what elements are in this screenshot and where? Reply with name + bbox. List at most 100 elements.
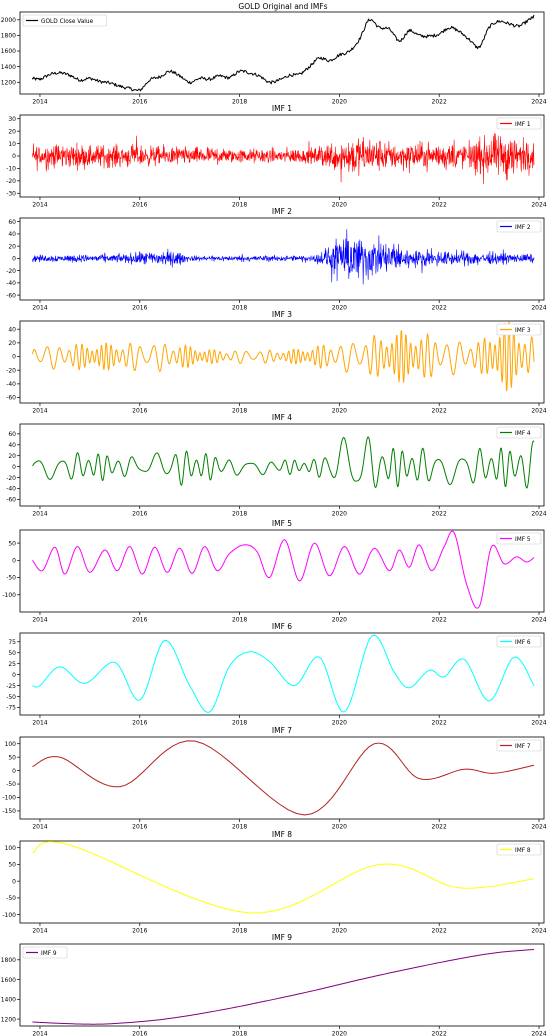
legend: IMF 3 <box>496 323 542 336</box>
chart-panel-0: 1200 1400 1600 1800 2000 2014 2016 2018 2020 2022… <box>1 11 547 106</box>
chart-panel-8: IMF 8 -100 -50 0 50 100 2014 2016 2018 2020 2022 20… <box>2 830 546 935</box>
series-line <box>32 436 535 489</box>
plot-frame <box>19 529 545 613</box>
x-tick-label: 2022 <box>432 720 447 727</box>
x-tick-label: 2018 <box>232 1031 247 1036</box>
x-tick-label: 2016 <box>132 617 147 624</box>
y-tick-label: 60 <box>8 431 16 438</box>
legend-label: IMF 5 <box>515 537 531 543</box>
y-tick-label: 40 <box>8 442 16 449</box>
legend-box <box>496 323 542 336</box>
x-tick-label: 2014 <box>32 1031 47 1036</box>
x-tick-label: 2016 <box>132 202 147 209</box>
x-tick-label: 2016 <box>132 824 147 831</box>
y-tick-label: 0 <box>12 878 16 885</box>
plot-frame <box>19 423 545 507</box>
legend-box <box>496 532 542 545</box>
x-tick-label: 2020 <box>332 928 347 935</box>
y-tick-label: 1200 <box>1 1016 16 1023</box>
y-tick-label: -50 <box>6 781 16 788</box>
plot-frame <box>19 320 545 404</box>
legend-label: IMF 4 <box>515 431 531 437</box>
x-tick-label: 2024 <box>531 305 546 312</box>
x-tick-label: 2020 <box>332 617 347 624</box>
x-tick-label: 2024 <box>531 720 546 727</box>
legend-label: IMF 2 <box>515 225 531 231</box>
y-tick-label: 1800 <box>1 957 16 964</box>
x-tick-label: 2020 <box>332 202 347 209</box>
legend: IMF 4 <box>496 426 542 439</box>
plot-frame <box>19 943 545 1027</box>
legend: IMF 8 <box>496 843 542 856</box>
x-tick-label: 2016 <box>132 99 147 106</box>
legend: IMF 5 <box>496 532 542 545</box>
y-tick-label: -20 <box>6 178 16 185</box>
x-tick-label: 2018 <box>232 511 247 518</box>
x-tick-label: 2018 <box>232 928 247 935</box>
y-tick-label: 10 <box>8 141 16 148</box>
x-tick-label: 2020 <box>332 305 347 312</box>
plot-frame <box>19 11 545 95</box>
y-tick-label: -100 <box>2 912 16 919</box>
y-tick-label: 0 <box>12 558 16 565</box>
x-tick-label: 2024 <box>531 408 546 415</box>
y-tick-label: -75 <box>6 705 16 712</box>
x-tick-label: 2018 <box>232 99 247 106</box>
y-tick-label: -100 <box>2 795 16 802</box>
x-tick-label: 2016 <box>132 305 147 312</box>
x-tick-label: 2024 <box>531 824 546 831</box>
legend-box <box>22 946 68 959</box>
x-tick-label: 2018 <box>232 408 247 415</box>
x-tick-label: 2024 <box>531 617 546 624</box>
y-tick-label: 75 <box>8 639 16 646</box>
panel-title: IMF 9 <box>272 933 292 942</box>
x-tick-label: 2016 <box>132 1031 147 1036</box>
x-tick-label: 2016 <box>132 408 147 415</box>
legend-box <box>496 635 542 648</box>
legend: IMF 2 <box>496 220 542 233</box>
y-tick-label: 1600 <box>1 48 16 55</box>
chart-panel-5: IMF 5 -100 -50 0 50 2014 2016 2018 2020 2022 2024 I… <box>2 519 546 624</box>
panel-title: IMF 4 <box>272 413 292 422</box>
x-tick-label: 2022 <box>432 928 447 935</box>
y-tick-label: 100 <box>5 741 17 748</box>
x-tick-label: 2014 <box>32 305 47 312</box>
series-line <box>32 634 535 713</box>
y-tick-label: -100 <box>2 592 16 599</box>
y-tick-label: -25 <box>6 683 16 690</box>
x-tick-label: 2014 <box>32 408 47 415</box>
y-tick-label: -40 <box>6 381 16 388</box>
x-tick-label: 2016 <box>132 511 147 518</box>
series-line <box>32 229 535 285</box>
y-tick-label: -10 <box>6 166 16 173</box>
y-tick-label: -60 <box>6 395 16 402</box>
legend-label: IMF 9 <box>41 951 57 957</box>
x-tick-label: 2020 <box>332 1031 347 1036</box>
legend-label: IMF 6 <box>515 640 531 646</box>
y-tick-label: 1200 <box>1 79 16 86</box>
legend-label: IMF 1 <box>515 122 531 128</box>
chart-panel-2: IMF 2 -60 -40 -20 0 20 40 60 2014 2016 2018 2020 202… <box>6 207 547 312</box>
legend-label: IMF 3 <box>515 328 531 334</box>
y-tick-label: 50 <box>8 862 16 869</box>
x-tick-label: 2018 <box>232 305 247 312</box>
y-tick-label: 50 <box>8 754 16 761</box>
x-tick-label: 2022 <box>432 202 447 209</box>
y-tick-label: 30 <box>8 116 16 123</box>
legend-box <box>496 117 542 130</box>
plot-frame <box>19 840 545 924</box>
y-tick-label: 20 <box>8 128 16 135</box>
y-tick-label: 100 <box>5 845 17 852</box>
y-tick-label: 20 <box>8 453 16 460</box>
chart-panel-9: IMF 9 1200 1400 1600 1800 2014 2016 2018 2020 202… <box>1 933 547 1036</box>
y-tick-label: 20 <box>8 243 16 250</box>
x-tick-label: 2018 <box>232 617 247 624</box>
x-tick-label: 2018 <box>232 824 247 831</box>
y-tick-label: 2000 <box>1 17 16 24</box>
y-tick-label: -60 <box>6 497 16 504</box>
y-tick-label: 0 <box>12 464 16 471</box>
chart-panel-3: IMF 3 -60 -40 -20 0 20 40 2014 2016 2018 2020 2022 2… <box>6 310 547 415</box>
y-tick-label: -50 <box>6 575 16 582</box>
y-tick-label: 0 <box>12 768 16 775</box>
series-line <box>32 740 535 816</box>
